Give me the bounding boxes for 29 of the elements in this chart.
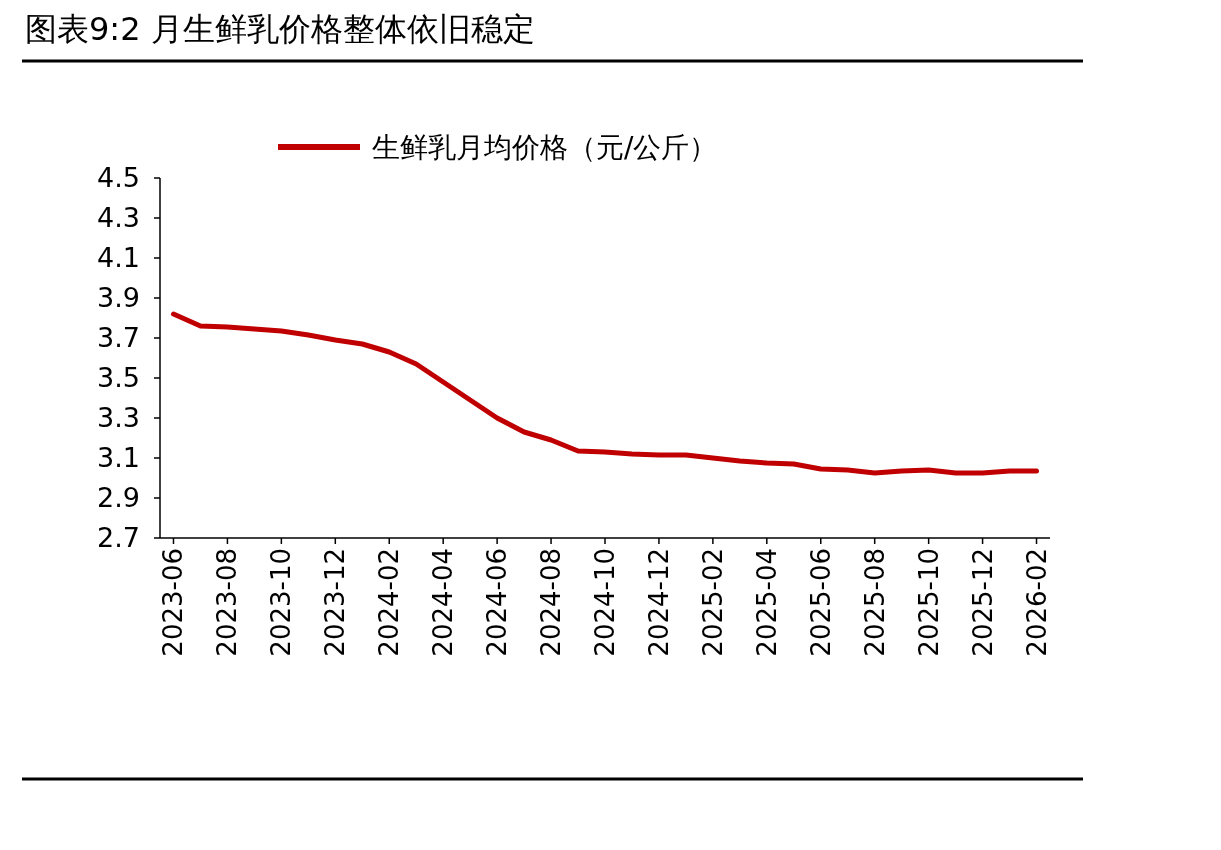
x-tick-label: 2025-04	[751, 548, 782, 657]
x-tick-label: 2023-06	[158, 548, 189, 657]
x-tick-label: 2025-02	[697, 548, 728, 657]
legend-label: 生鲜乳月均价格（元/公斤）	[372, 131, 718, 164]
y-tick-label: 2.7	[97, 522, 140, 553]
x-tick-label: 2025-10	[913, 548, 944, 657]
y-tick-label: 4.5	[97, 162, 140, 193]
x-tick-label: 2024-04	[428, 548, 459, 657]
x-tick-label: 2025-06	[805, 548, 836, 657]
x-tick-label: 2024-08	[536, 548, 567, 657]
x-tick-label: 2026-02	[1021, 548, 1052, 657]
x-tick-label: 2024-10	[590, 548, 620, 657]
y-tick-label: 4.1	[97, 242, 140, 273]
y-tick-label: 4.3	[97, 202, 140, 233]
x-tick-label: 2023-10	[266, 548, 297, 657]
y-tick-label: 2.9	[97, 482, 140, 513]
x-tick-label: 2025-08	[859, 548, 890, 657]
x-tick-label: 2023-12	[320, 548, 351, 657]
x-tick-label: 2024-06	[482, 548, 513, 657]
y-tick-label: 3.1	[97, 442, 140, 473]
x-tick-label: 2025-12	[967, 548, 998, 657]
x-tick-label: 2024-02	[374, 548, 405, 657]
y-tick-label: 3.3	[97, 402, 140, 433]
y-tick-label: 3.7	[97, 322, 140, 353]
title: 图表9:2 月生鲜乳价格整体依旧稳定	[25, 10, 535, 48]
x-tick-label: 2023-08	[212, 548, 243, 657]
y-tick-label: 3.5	[97, 362, 140, 393]
x-tick-label: 2024-12	[643, 548, 674, 657]
y-tick-label: 3.9	[97, 282, 140, 313]
